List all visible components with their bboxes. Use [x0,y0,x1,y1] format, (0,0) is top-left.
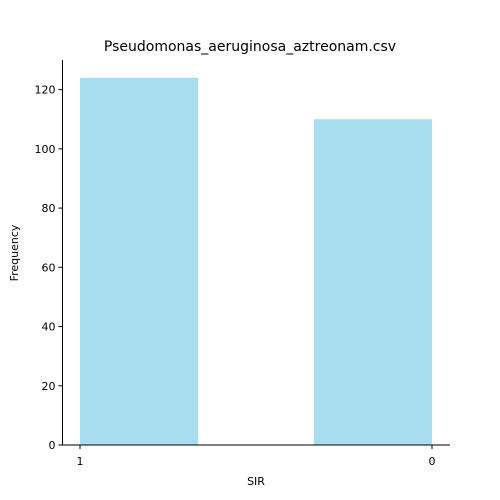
x-tick-label: 1 [77,455,84,468]
y-tick-label: 60 [42,261,56,274]
y-tick-label: 80 [42,202,56,215]
y-tick-label: 100 [35,143,56,156]
x-axis-label: SIR [247,475,265,488]
bar-1 [80,78,198,445]
y-tick-label: 20 [42,380,56,393]
y-tick-label: 40 [42,321,56,334]
bars-group [80,78,432,445]
x-tick-label: 0 [429,455,436,468]
y-tick-label: 0 [49,439,56,452]
y-ticks-group: 0 20 40 60 80 100 120 [35,84,63,452]
chart-title: Pseudomonas_aeruginosa_aztreonam.csv [104,39,396,55]
bar-0 [314,119,432,445]
y-tick-label: 120 [35,84,56,97]
y-axis-label: Frequency [8,224,21,281]
